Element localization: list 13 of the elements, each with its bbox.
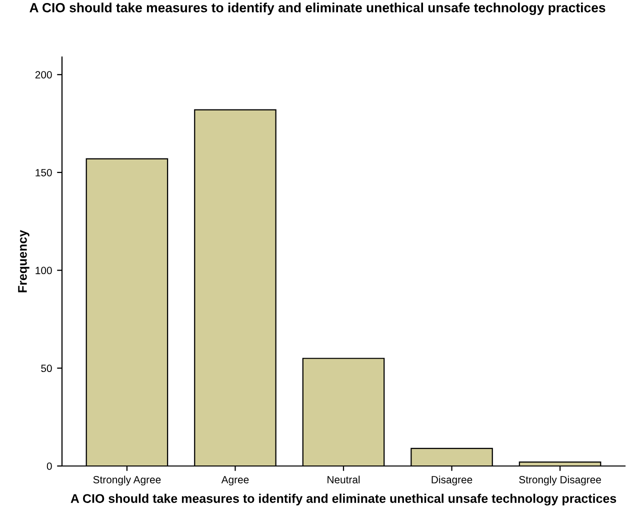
x-tick-label: Neutral bbox=[328, 476, 360, 484]
x-tick-label: Agree bbox=[221, 476, 249, 486]
y-tick-label: 50 bbox=[41, 364, 52, 372]
chart-title: A CIO should take measures to identify and eliminate unethical unsafe technology practices bbox=[30, 2, 606, 15]
y-tick-label: 0 bbox=[46, 462, 52, 470]
y-tick-label: 150 bbox=[36, 168, 52, 176]
x-axis-title: A CIO should take measures to identify and eliminate unethical unsafe technology practices bbox=[70, 494, 616, 506]
x-tick-label: Strongly Disagree bbox=[519, 476, 601, 486]
y-tick-label: 100 bbox=[36, 266, 52, 274]
x-tick-label: Strongly Agree bbox=[93, 476, 161, 486]
y-tick-label: 200 bbox=[35, 71, 52, 78]
y-axis-title: Frequency bbox=[18, 230, 30, 292]
x-tick-label: Disagree bbox=[432, 476, 472, 486]
